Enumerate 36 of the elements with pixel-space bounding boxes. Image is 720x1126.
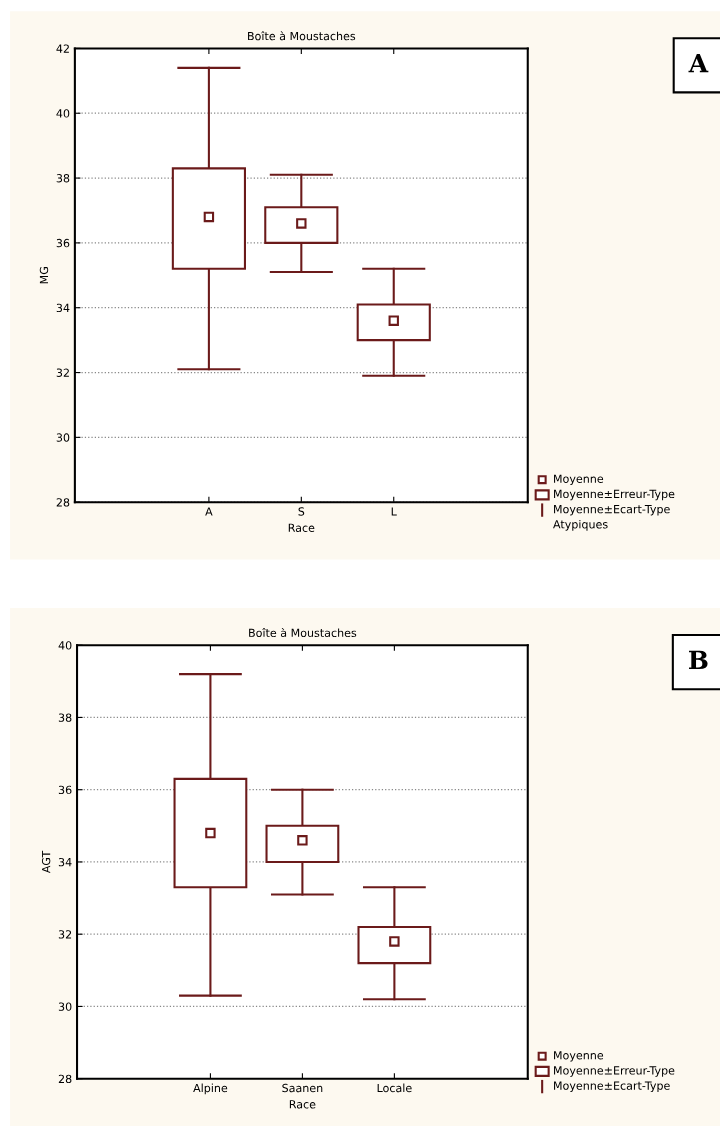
chart-title: Boîte à Moustaches (248, 31, 356, 41)
text: Moyenne±Erreur-Type (554, 1066, 675, 1077)
y-axis-title: MG (39, 267, 49, 284)
y-tick-label: 30 (58, 1002, 72, 1011)
y-tick-label: 40 (56, 109, 70, 118)
y-tick-label: 28 (56, 498, 70, 507)
text: B (689, 650, 708, 669)
x-tick-label: L (391, 507, 397, 516)
text: Atypiques (553, 519, 608, 531)
x-axis-title: Race (288, 523, 315, 532)
y-tick-label: 38 (56, 174, 70, 183)
x-tick-label: Locale (377, 1083, 412, 1093)
text: Moyenne±Erreur-Type (554, 489, 675, 501)
text: Moyenne±Ecart-Type (554, 1081, 670, 1092)
y-tick-label: 32 (58, 930, 72, 939)
chart-title: Boîte à Moustaches (249, 627, 357, 638)
y-tick-label: 36 (58, 785, 72, 795)
y-tick-label: 42 (56, 44, 69, 53)
y-tick-label: 34 (56, 303, 70, 313)
x-tick-label: A (205, 507, 213, 516)
text: A (688, 53, 709, 73)
y-axis-title: AGT (41, 850, 51, 874)
x-tick-label: S (298, 507, 305, 516)
x-tick-label: Saanen (282, 1083, 323, 1093)
y-tick-label: 28 (58, 1074, 72, 1084)
y-tick-label: 34 (58, 857, 72, 867)
x-axis-title: Race (289, 1100, 316, 1109)
y-tick-label: 32 (56, 368, 69, 377)
text: Moyenne±Ecart-Type (554, 505, 670, 516)
x-tick-label: Alpine (193, 1083, 228, 1095)
y-tick-label: 30 (56, 433, 70, 442)
y-tick-label: 40 (58, 641, 72, 650)
text: Moyenne (554, 1051, 604, 1062)
y-tick-label: 36 (56, 238, 70, 248)
text: Moyenne (554, 474, 604, 486)
y-tick-label: 38 (58, 713, 72, 722)
